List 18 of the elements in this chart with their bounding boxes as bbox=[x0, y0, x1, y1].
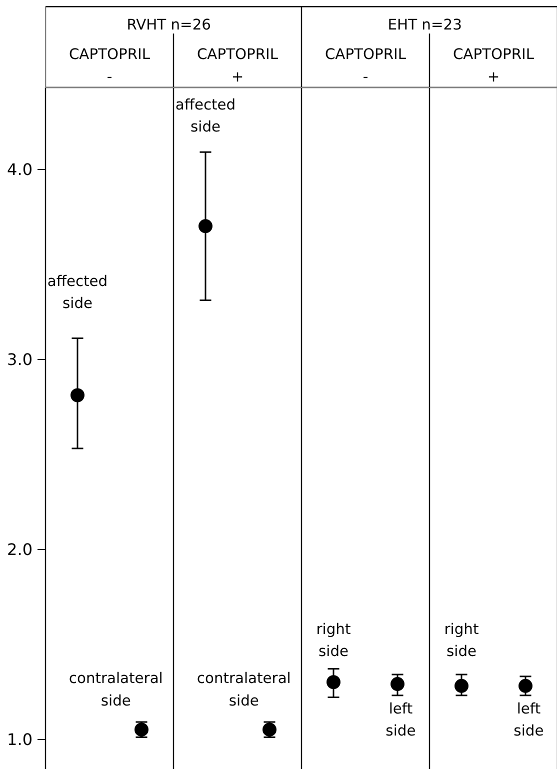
text: CAPTOPRIL - bbox=[68, 46, 151, 86]
text: CAPTOPRIL - bbox=[324, 46, 407, 86]
annotation: right side bbox=[444, 620, 479, 660]
annotation: left side bbox=[514, 700, 544, 740]
annotation: right side bbox=[316, 620, 351, 660]
text: CAPTOPRIL + bbox=[196, 46, 279, 86]
text: EHT n=23 bbox=[388, 16, 462, 34]
y-tick-label: 1.0 bbox=[7, 730, 33, 750]
annotation: left side bbox=[386, 700, 416, 740]
y-tick-label: 3.0 bbox=[7, 350, 33, 370]
annotation: contralateral side bbox=[68, 670, 163, 710]
annotation: affected side bbox=[175, 96, 236, 136]
annotation: affected side bbox=[47, 273, 108, 312]
y-tick-label: 2.0 bbox=[7, 540, 33, 560]
y-tick-label: 4.0 bbox=[7, 160, 33, 180]
text: CAPTOPRIL + bbox=[452, 46, 535, 86]
annotation: contralateral side bbox=[196, 670, 291, 710]
text: RVHT n=26 bbox=[126, 16, 211, 34]
